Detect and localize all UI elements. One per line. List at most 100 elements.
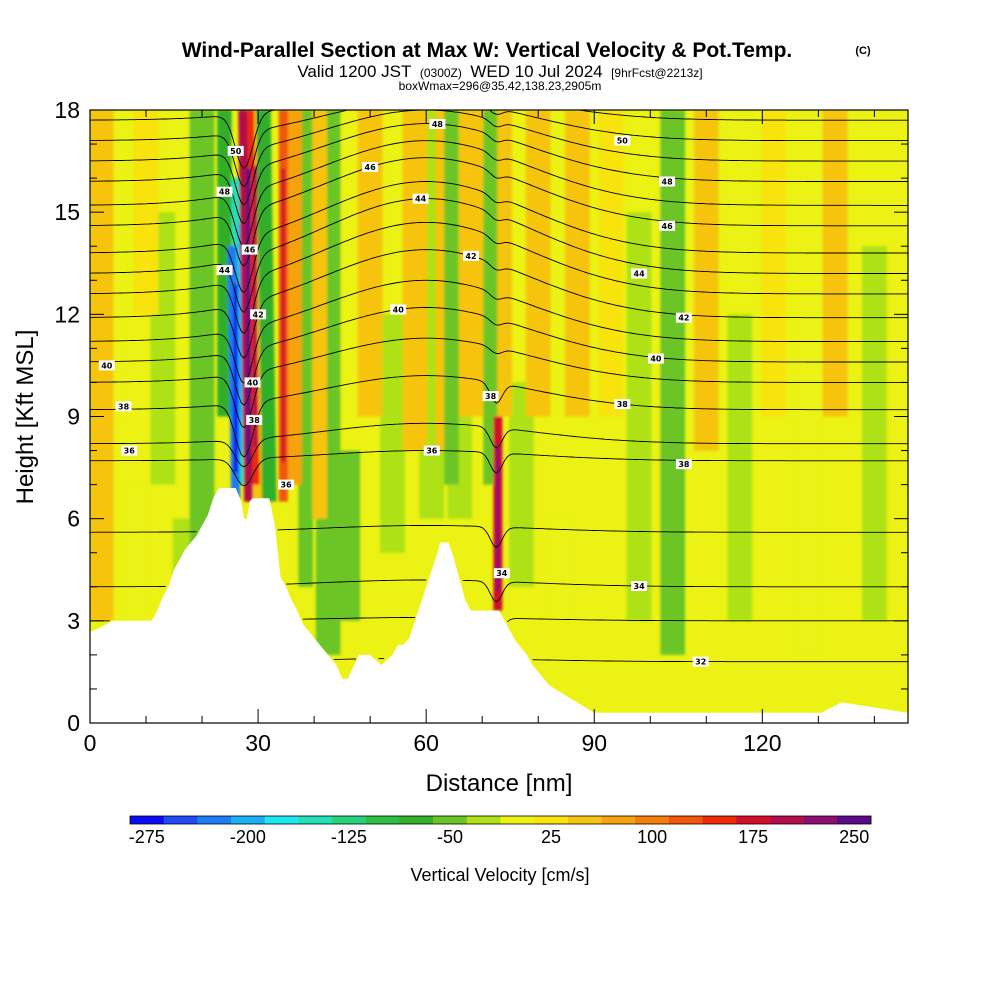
contour-label-bg [216, 265, 233, 276]
contour-label: 36 [121, 445, 138, 456]
velocity-region [312, 110, 327, 519]
contour-label-bg [429, 119, 446, 129]
contour-label: 38 [614, 399, 631, 410]
contour-label-text: 50 [426, 96, 438, 105]
velocity-region [761, 110, 786, 417]
contour-label-bg [250, 309, 267, 320]
colorbar-tick-label: -200 [230, 827, 266, 847]
theta-contour [90, 307, 908, 406]
contour-label: 42 [675, 312, 692, 323]
contour-label-text: 38 [249, 416, 261, 425]
theta-contour [90, 140, 908, 247]
colorbar-title: Vertical Velocity [cm/s] [410, 865, 589, 885]
contour-label-text: 48 [219, 188, 231, 197]
velocity-core [246, 168, 251, 463]
theta-contour [90, 110, 908, 206]
theta-contour [286, 579, 427, 585]
theta-contour [277, 525, 908, 548]
contour-label-text: 36 [281, 481, 293, 490]
contour-label: 40 [647, 353, 664, 364]
velocity-region [626, 212, 652, 621]
theta-contour [90, 249, 908, 359]
contour-label-bg [675, 459, 692, 470]
colorbar-tick-label: 100 [637, 827, 667, 847]
contour-label-bg [493, 568, 510, 579]
theta-contour [90, 531, 197, 533]
velocity-region [694, 110, 719, 451]
colorbar-swatch [433, 816, 468, 824]
colorbar-swatch [635, 816, 670, 824]
contour-label-text: 42 [465, 252, 476, 261]
colorbar-swatch [298, 816, 333, 824]
valid-time-line: Valid 1200 JST (0300Z) WED 10 Jul 2024 [… [297, 62, 702, 81]
theta-contour [507, 618, 908, 623]
forecast-info: [9hrFcst@2213z] [611, 66, 703, 80]
y-axis-label: Height [Kft MSL] [12, 330, 39, 505]
velocity-region [298, 110, 313, 587]
y-tick-label: 18 [54, 97, 80, 123]
contour-label-text: 36 [124, 447, 136, 456]
x-tick-label: 60 [413, 730, 439, 756]
colorbar-swatch [500, 816, 535, 824]
contour-label: 44 [216, 265, 233, 276]
contour-labels: 32 34 36 38 40 42 44 46 48 50 40 38 36 50 48 46 44 42 40 38… [98, 95, 709, 667]
contour-label-text: 44 [219, 266, 231, 275]
y-tick-label: 15 [54, 199, 80, 225]
velocity-region [217, 110, 232, 417]
contour-label-bg [614, 135, 631, 146]
y-tick-label: 0 [67, 710, 80, 736]
contour-label-text: 48 [662, 178, 674, 187]
theta-contour [90, 450, 908, 487]
contour-label: 48 [429, 119, 446, 129]
contour-label-text: 40 [650, 355, 662, 364]
contour-label-bg [244, 377, 261, 388]
contour-label-text: 34 [496, 569, 508, 578]
contour-label: 34 [631, 581, 648, 591]
contour-label-text: 46 [244, 246, 256, 255]
theta-contour [532, 659, 908, 663]
contour-label: 42 [463, 250, 479, 261]
contour-label: 44 [631, 268, 648, 279]
contour-label-text: 48 [432, 120, 444, 129]
colorbar-tick-label: 25 [541, 827, 561, 847]
contour-label-bg [98, 360, 115, 371]
copyright-mark: (C) [855, 45, 871, 57]
theta-contour [90, 110, 908, 188]
contour-label-bg [278, 479, 295, 490]
velocity-core [253, 166, 258, 448]
colorbar-swatch [837, 816, 872, 824]
contour-label: 40 [98, 360, 115, 371]
velocity-region [122, 484, 148, 621]
contour-label-bg [692, 656, 709, 667]
x-tick-label: 120 [743, 730, 781, 756]
contour-label: 42 [250, 309, 267, 320]
colorbar-swatch [399, 816, 434, 824]
contour-label-text: 40 [101, 361, 113, 370]
velocity-region [794, 314, 820, 655]
colorbar-swatch [769, 816, 804, 824]
contour-label: 38 [675, 459, 692, 470]
contour-label-bg [647, 353, 664, 364]
x-axis-label: Distance [nm] [426, 770, 573, 797]
contour-label-bg [424, 95, 440, 105]
velocity-region [357, 110, 383, 417]
contour-label-text: 38 [485, 392, 497, 401]
theta-contour [462, 579, 908, 603]
velocity-core [495, 445, 500, 592]
contour-label-text: 44 [634, 270, 646, 279]
velocity-region [483, 110, 498, 485]
contour-label: 50 [614, 135, 631, 146]
colorbar-swatch [466, 816, 501, 824]
colorbar-swatch [803, 816, 838, 824]
theta-contour [90, 123, 908, 225]
y-tick-label: 12 [54, 301, 80, 327]
valid-utc: (0300Z) [420, 66, 462, 80]
colorbar-tick-label: -275 [129, 827, 165, 847]
contour-label-bg [631, 268, 648, 279]
contour-label-text: 42 [678, 314, 689, 323]
velocity-region [822, 110, 848, 417]
contour-label: 40 [244, 377, 261, 388]
contour-label: 44 [412, 193, 429, 204]
contour-label-bg [614, 399, 631, 410]
